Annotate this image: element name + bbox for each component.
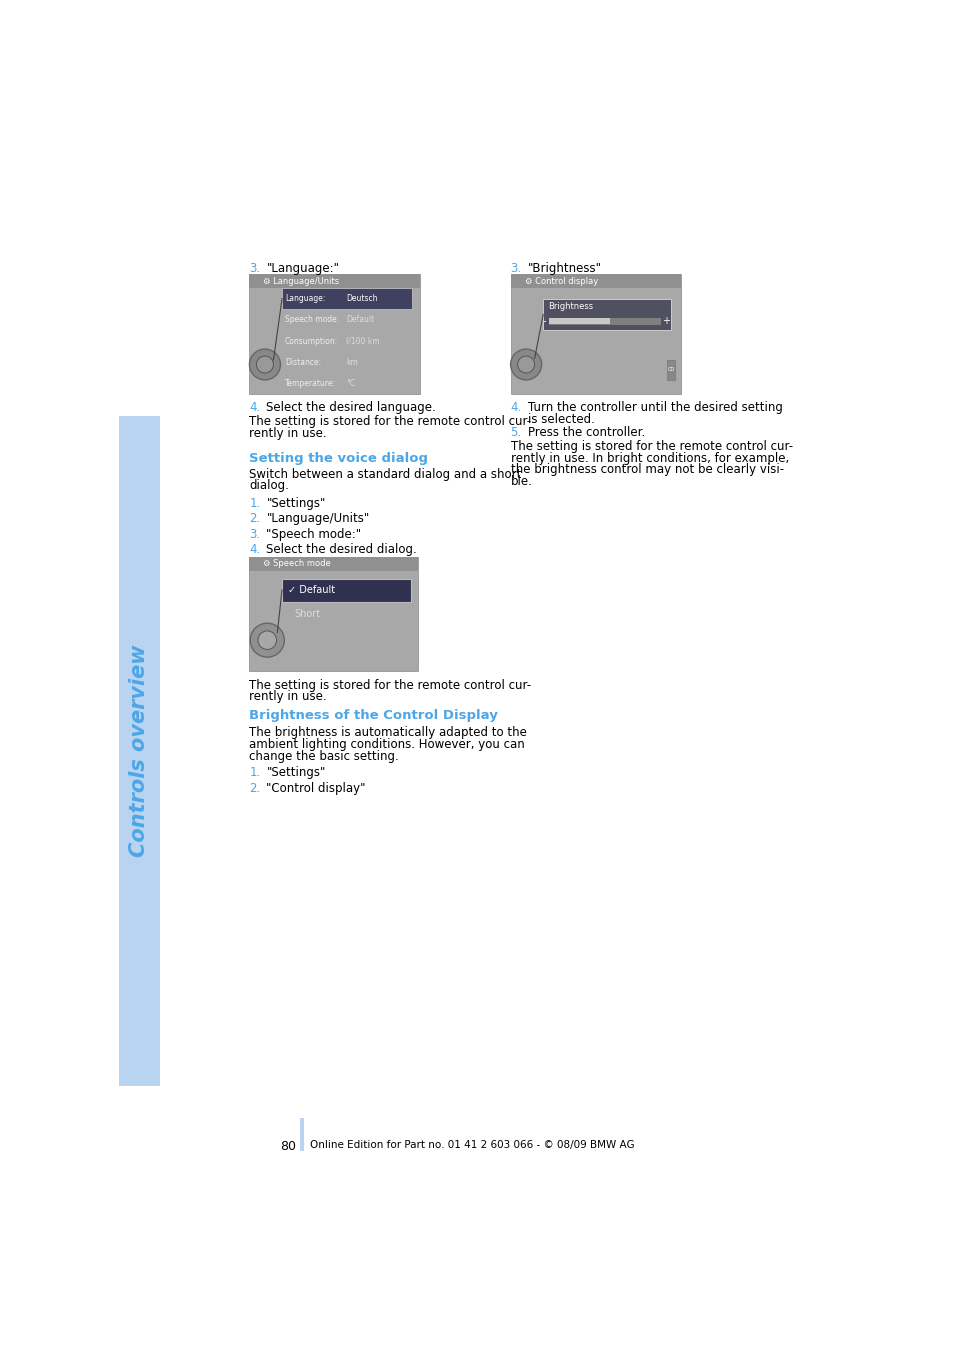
- Text: 4.: 4.: [510, 401, 521, 414]
- Text: 3.: 3.: [510, 262, 521, 275]
- Circle shape: [256, 356, 274, 373]
- Bar: [249, 274, 419, 394]
- Text: The setting is stored for the remote control cur-: The setting is stored for the remote con…: [249, 416, 531, 428]
- Text: ⚙ Speech mode: ⚙ Speech mode: [263, 559, 331, 568]
- Text: "Settings": "Settings": [266, 767, 326, 779]
- Text: Temperature:: Temperature:: [285, 379, 335, 387]
- Text: Turn the controller until the desired setting: Turn the controller until the desired se…: [527, 401, 781, 414]
- Bar: [510, 274, 680, 394]
- Bar: [282, 579, 410, 602]
- Text: Brightness of the Control Display: Brightness of the Control Display: [249, 710, 497, 722]
- Text: 3.: 3.: [249, 528, 260, 541]
- Text: 2.: 2.: [249, 782, 260, 795]
- Text: Switch between a standard dialog and a short: Switch between a standard dialog and a s…: [249, 467, 521, 481]
- Text: 4.: 4.: [249, 543, 260, 556]
- Text: Press the controller.: Press the controller.: [527, 427, 644, 439]
- Text: ⚙ Control display: ⚙ Control display: [524, 277, 598, 286]
- Circle shape: [249, 350, 280, 379]
- Text: °C: °C: [346, 379, 355, 387]
- Text: ambient lighting conditions. However, you can: ambient lighting conditions. However, yo…: [249, 738, 525, 751]
- Circle shape: [257, 630, 276, 649]
- Text: "Speech mode:": "Speech mode:": [266, 528, 361, 541]
- Text: Controls overview: Controls overview: [130, 645, 150, 857]
- Text: 4.: 4.: [249, 401, 260, 414]
- Text: the brightness control may not be clearly visi-: the brightness control may not be clearl…: [510, 463, 783, 477]
- Text: Short: Short: [294, 609, 320, 620]
- Text: is selected.: is selected.: [527, 413, 594, 427]
- Bar: [249, 558, 418, 671]
- Text: ✓ Default: ✓ Default: [288, 585, 335, 595]
- Text: km: km: [346, 358, 357, 367]
- Text: Brightness: Brightness: [547, 302, 593, 312]
- Text: rently in use. In bright conditions, for example,: rently in use. In bright conditions, for…: [510, 451, 788, 464]
- Text: Language:: Language:: [285, 294, 325, 304]
- Bar: [549, 317, 610, 324]
- Text: "Settings": "Settings": [266, 497, 326, 510]
- Bar: [510, 274, 680, 289]
- Text: Setting the voice dialog: Setting the voice dialog: [249, 452, 428, 466]
- Bar: [299, 1118, 304, 1152]
- Text: The brightness is automatically adapted to the: The brightness is automatically adapted …: [249, 726, 527, 740]
- Text: l/100 km: l/100 km: [346, 336, 379, 346]
- Text: 1.: 1.: [249, 767, 260, 779]
- Text: CD: CD: [667, 367, 674, 373]
- Text: The setting is stored for the remote control cur-: The setting is stored for the remote con…: [249, 679, 531, 691]
- Text: Select the desired dialog.: Select the desired dialog.: [266, 543, 416, 556]
- Text: rently in use.: rently in use.: [249, 690, 327, 703]
- Bar: [249, 274, 419, 289]
- Circle shape: [250, 624, 284, 657]
- Text: "Control display": "Control display": [266, 782, 366, 795]
- Text: 2.: 2.: [249, 513, 260, 525]
- Text: +: +: [661, 316, 669, 325]
- Text: Select the desired language.: Select the desired language.: [266, 401, 436, 414]
- Text: Consumption:: Consumption:: [285, 336, 338, 346]
- Bar: [542, 300, 670, 329]
- Text: dialog.: dialog.: [249, 479, 289, 493]
- Text: ble.: ble.: [510, 475, 532, 487]
- Text: The setting is stored for the remote control cur-: The setting is stored for the remote con…: [510, 440, 792, 454]
- Text: "Language/Units": "Language/Units": [266, 513, 370, 525]
- Text: Distance:: Distance:: [285, 358, 321, 367]
- Text: Online Edition for Part no. 01 41 2 603 066 - © 08/09 BMW AG: Online Edition for Part no. 01 41 2 603 …: [310, 1139, 634, 1150]
- Text: -: -: [541, 316, 545, 325]
- Text: change the basic setting.: change the basic setting.: [249, 749, 398, 763]
- Text: 80: 80: [279, 1139, 295, 1153]
- Bar: [119, 416, 159, 1085]
- Text: "Brightness": "Brightness": [527, 262, 601, 275]
- Text: ⚙ Language/Units: ⚙ Language/Units: [263, 277, 339, 286]
- Text: Deutsch: Deutsch: [346, 294, 377, 304]
- Bar: [282, 289, 412, 309]
- Text: rently in use.: rently in use.: [249, 427, 327, 440]
- Circle shape: [517, 356, 534, 373]
- Text: 5.: 5.: [510, 427, 521, 439]
- Text: "Language:": "Language:": [266, 262, 339, 275]
- Text: 3.: 3.: [249, 262, 260, 275]
- Text: 1.: 1.: [249, 497, 260, 510]
- Circle shape: [510, 350, 541, 379]
- Bar: [549, 317, 659, 324]
- Bar: [666, 360, 674, 379]
- Text: Speech mode:: Speech mode:: [285, 316, 339, 324]
- Text: Default: Default: [346, 316, 375, 324]
- Bar: [249, 558, 418, 571]
